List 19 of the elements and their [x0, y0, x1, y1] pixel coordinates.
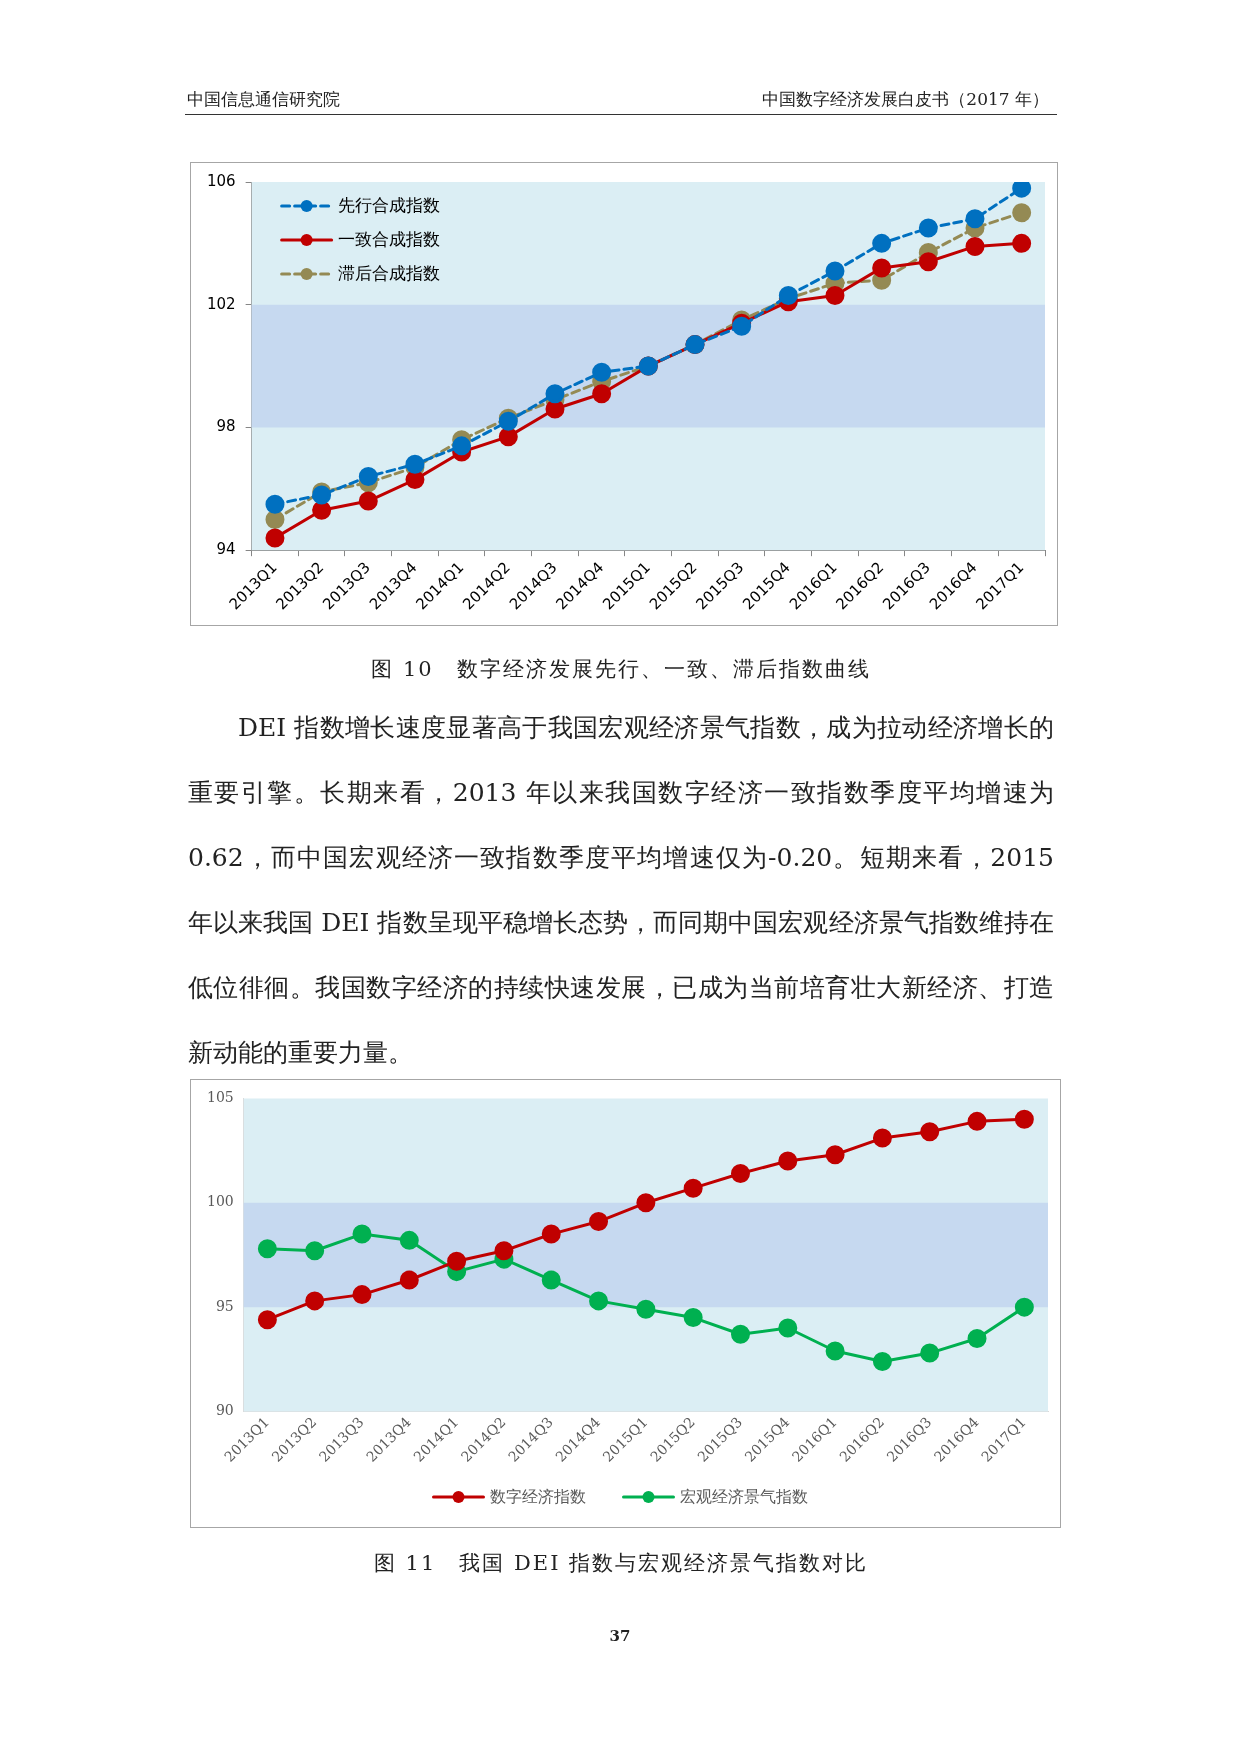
y-tick-label: 94 — [216, 540, 236, 559]
y-tick-label: 98 — [216, 417, 236, 436]
y-tick-label: 100 — [206, 1193, 234, 1210]
text: 37 — [608, 1627, 632, 1645]
legend-label: 一致合成指数 — [337, 229, 440, 250]
text: 中国信息通信研究院 — [187, 88, 340, 111]
y-tick-label: 105 — [206, 1089, 234, 1106]
text: 中国数字经济发展白皮书（2017 年） — [762, 88, 1049, 111]
y-tick-label: 106 — [206, 171, 236, 190]
legend-label: 数字经济指数 — [489, 1487, 586, 1507]
y-tick-label: 90 — [215, 1402, 234, 1419]
text: DEI 指数增长速度显著高于我国宏观经济景气指数，成为拉动经济增长的重要引擎。长期来看，2013 年以来我国数字经济一致指数季度平均增速为 0.62，而中国宏观经济一致指数季度平均增速仅为-0.20。短期来看，2015 年以来我国 DEI 指数呈现平稳增长态势，而同期中国宏观经济景气指数维持在低位徘徊。我国数字经济的持续快速发展，已成为当前培育壮大新经济、打造新动能的重要力量。 — [188, 713, 1054, 1067]
y-tick-label: 95 — [215, 1297, 234, 1314]
y-tick-label: 102 — [206, 294, 236, 313]
caption: 图 10 数字经济发展先行、一致、滞后指数曲线 — [370, 656, 872, 683]
caption: 图 11 我国 DEI 指数与宏观经济景气指数对比 — [372, 1550, 870, 1577]
legend-label: 滞后合成指数 — [337, 263, 440, 284]
legend-label: 先行合成指数 — [337, 195, 440, 216]
legend-label: 宏观经济景气指数 — [679, 1487, 808, 1507]
